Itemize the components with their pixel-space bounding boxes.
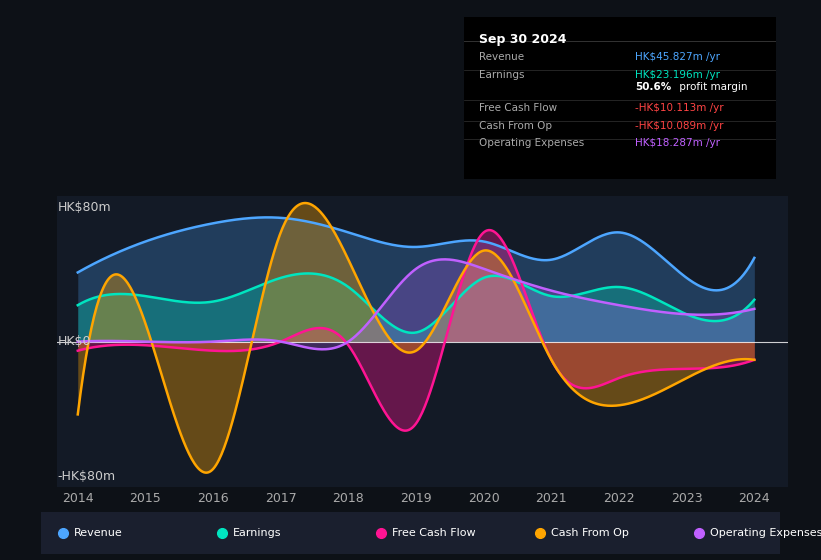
Text: HK$23.196m /yr: HK$23.196m /yr <box>635 70 721 80</box>
Text: Revenue: Revenue <box>479 53 525 62</box>
Text: HK$45.827m /yr: HK$45.827m /yr <box>635 53 721 62</box>
Text: 50.6%: 50.6% <box>635 82 672 92</box>
Text: HK$0: HK$0 <box>57 335 91 348</box>
Text: Cash From Op: Cash From Op <box>479 120 553 130</box>
Text: Earnings: Earnings <box>479 70 525 80</box>
Text: HK$18.287m /yr: HK$18.287m /yr <box>635 138 721 148</box>
Text: Revenue: Revenue <box>75 529 123 538</box>
Text: Free Cash Flow: Free Cash Flow <box>479 102 557 113</box>
Text: HK$80m: HK$80m <box>57 200 111 214</box>
Text: -HK$10.089m /yr: -HK$10.089m /yr <box>635 120 724 130</box>
Text: Operating Expenses: Operating Expenses <box>709 529 821 538</box>
Text: Earnings: Earnings <box>233 529 282 538</box>
Text: Cash From Op: Cash From Op <box>551 529 629 538</box>
Text: Operating Expenses: Operating Expenses <box>479 138 585 148</box>
Text: -HK$80m: -HK$80m <box>57 469 116 483</box>
Text: Sep 30 2024: Sep 30 2024 <box>479 33 567 46</box>
Text: profit margin: profit margin <box>676 82 747 92</box>
Text: -HK$10.113m /yr: -HK$10.113m /yr <box>635 102 724 113</box>
Text: Free Cash Flow: Free Cash Flow <box>392 529 475 538</box>
